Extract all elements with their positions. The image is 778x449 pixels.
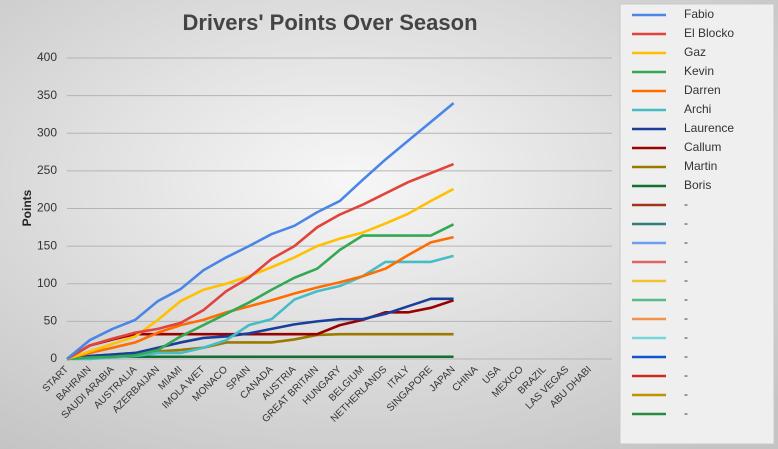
chart-title: Drivers' Points Over Season [182, 10, 477, 35]
legend-label: - [684, 197, 688, 211]
legend-label: - [684, 273, 688, 287]
series-line [66, 235, 454, 361]
legend-label: Fabio [684, 7, 714, 21]
y-tick-label: 50 [44, 314, 58, 328]
series-line [66, 223, 455, 361]
series-line [66, 162, 455, 361]
y-axis-label: Points [20, 189, 34, 226]
legend-label: Laurence [684, 121, 734, 135]
series-line [66, 297, 454, 361]
legend-label: Archi [684, 102, 711, 116]
legend-label: Martin [684, 159, 717, 173]
legend-label: Kevin [684, 64, 714, 78]
y-tick-label: 200 [37, 201, 57, 215]
legend-label: - [684, 254, 688, 268]
y-tick-label: 0 [50, 351, 57, 365]
y-tick-label: 100 [37, 276, 57, 290]
legend-label: Darren [684, 83, 721, 97]
y-tick-label: 350 [37, 88, 57, 102]
legend-label: - [684, 216, 688, 230]
y-tick-label: 150 [37, 238, 57, 252]
legend-label: Callum [684, 140, 721, 154]
y-tick-label: 300 [37, 125, 57, 139]
legend-label: - [684, 368, 688, 382]
series-line [66, 102, 455, 361]
legend-label: - [684, 311, 688, 325]
legend-label: - [684, 330, 688, 344]
y-tick-label: 400 [37, 50, 57, 64]
legend-label: Boris [684, 178, 711, 192]
legend-label: - [684, 349, 688, 363]
legend-label: - [684, 292, 688, 306]
legend-label: Gaz [684, 45, 706, 59]
legend-label: - [684, 235, 688, 249]
y-tick-label: 250 [37, 163, 57, 177]
series-line [66, 187, 455, 361]
legend-label: - [684, 387, 688, 401]
legend-label: El Blocko [684, 26, 734, 40]
legend-label: - [684, 406, 688, 420]
